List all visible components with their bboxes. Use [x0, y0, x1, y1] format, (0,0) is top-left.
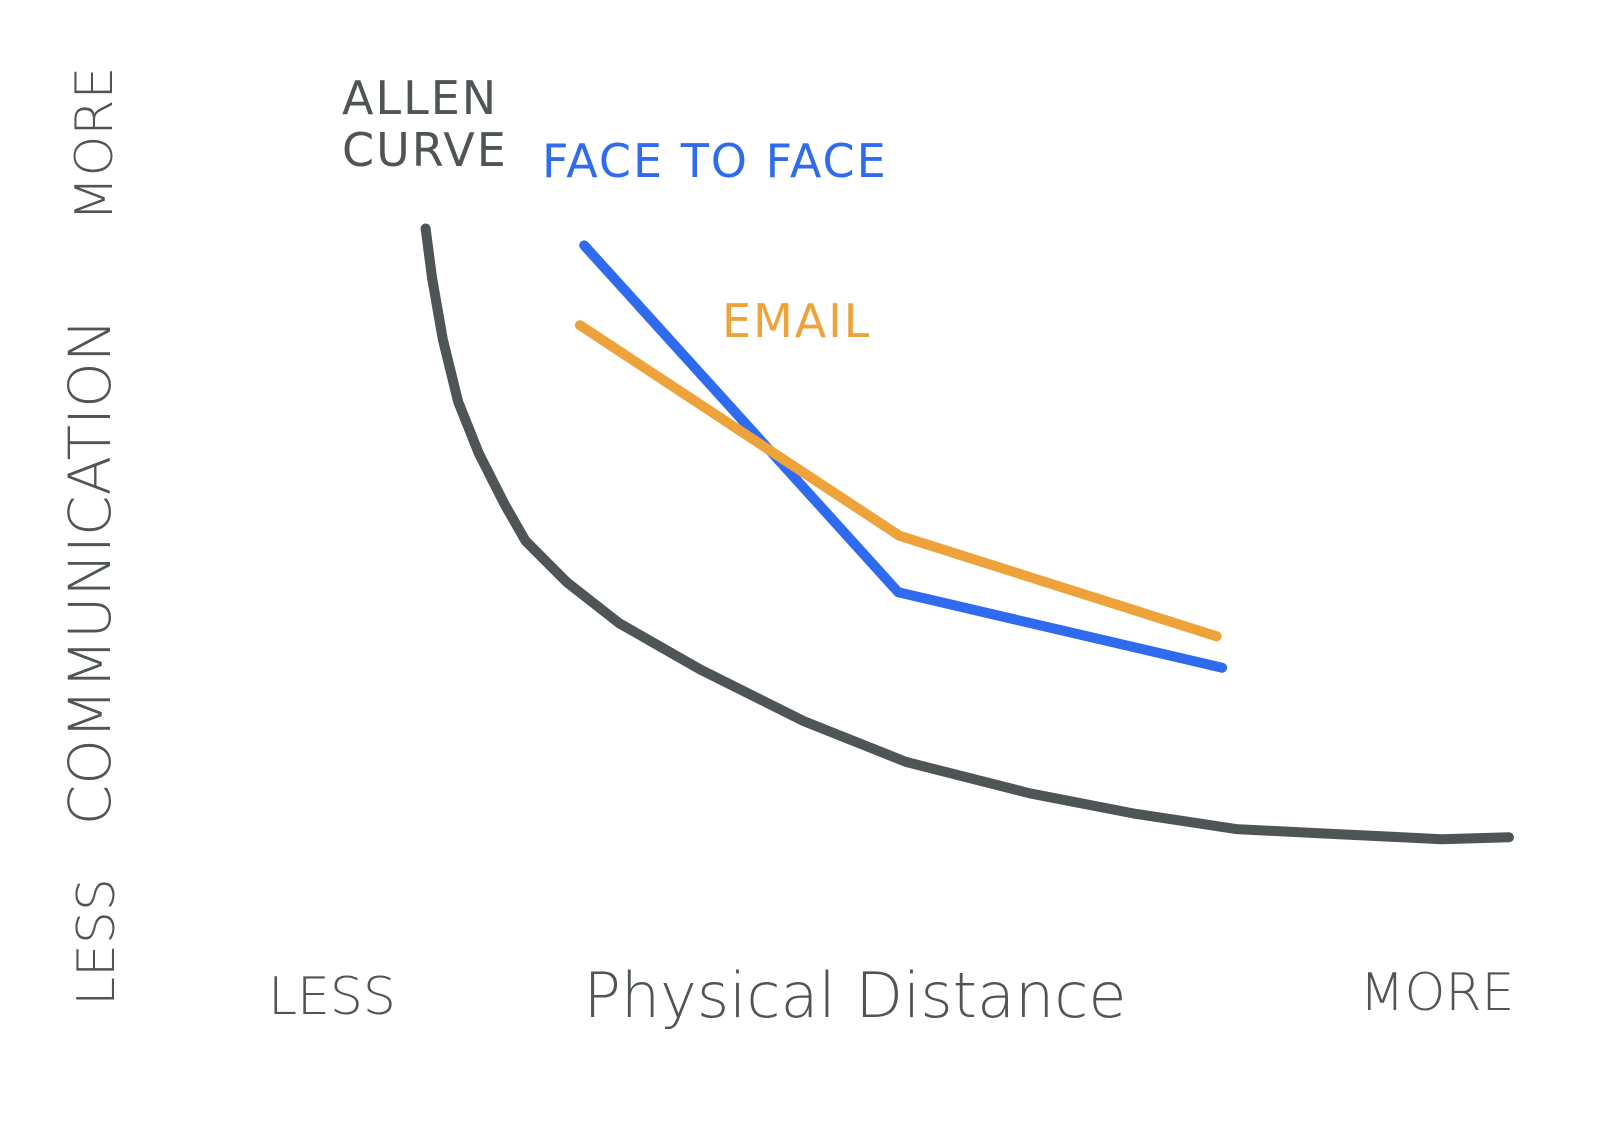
- y-axis-low: LESS: [67, 878, 127, 1006]
- x-axis-low: LESS: [268, 967, 396, 1027]
- x-axis-high: MORE: [1360, 963, 1515, 1023]
- y-axis-label: COMMUNICATION: [56, 319, 124, 825]
- series-label: EMAIL: [722, 294, 872, 348]
- y-axis-high: MORE: [65, 67, 125, 222]
- series-label: FACE TO FACE: [542, 134, 888, 188]
- series-label: ALLEN CURVE: [342, 71, 508, 177]
- series-line: [579, 240, 1228, 673]
- series-line: [420, 223, 1514, 845]
- series-line: [574, 320, 1222, 642]
- x-axis-label: Physical Distance: [583, 959, 1126, 1032]
